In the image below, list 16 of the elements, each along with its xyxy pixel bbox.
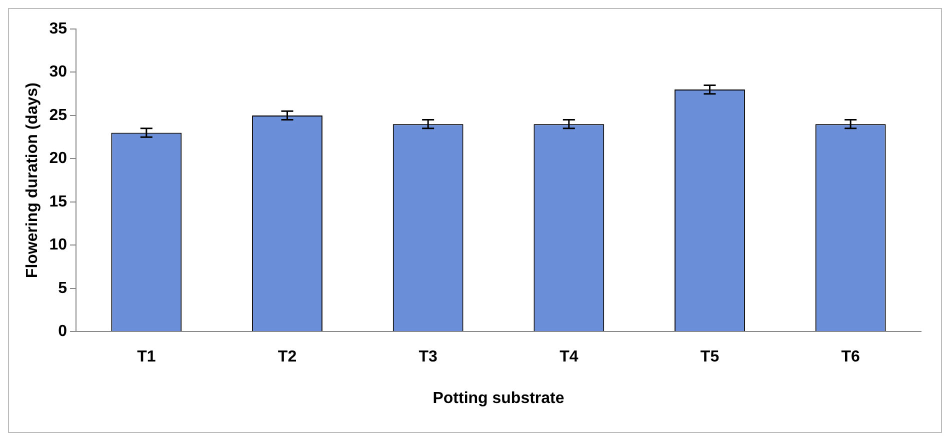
x-tick-label: T1	[137, 348, 156, 366]
y-tick-label: 15	[49, 193, 68, 210]
x-tick-label: T4	[560, 348, 578, 366]
y-tick-label: 5	[58, 280, 68, 297]
x-tick-label: T2	[278, 348, 297, 366]
y-tick-label: 35	[49, 20, 68, 38]
y-axis-title: Flowering duration (days)	[24, 82, 42, 278]
y-tick-label: 30	[49, 64, 68, 81]
y-tick-label: 20	[49, 150, 68, 168]
x-tick-label: T6	[841, 348, 860, 366]
x-tick-label: T5	[700, 348, 720, 366]
x-tick-label: T3	[418, 348, 438, 366]
x-axis-title: Potting substrate	[432, 390, 564, 407]
y-tick-label: 0	[58, 323, 68, 340]
y-tick-label: 10	[49, 236, 68, 254]
y-tick-label: 25	[49, 106, 68, 124]
